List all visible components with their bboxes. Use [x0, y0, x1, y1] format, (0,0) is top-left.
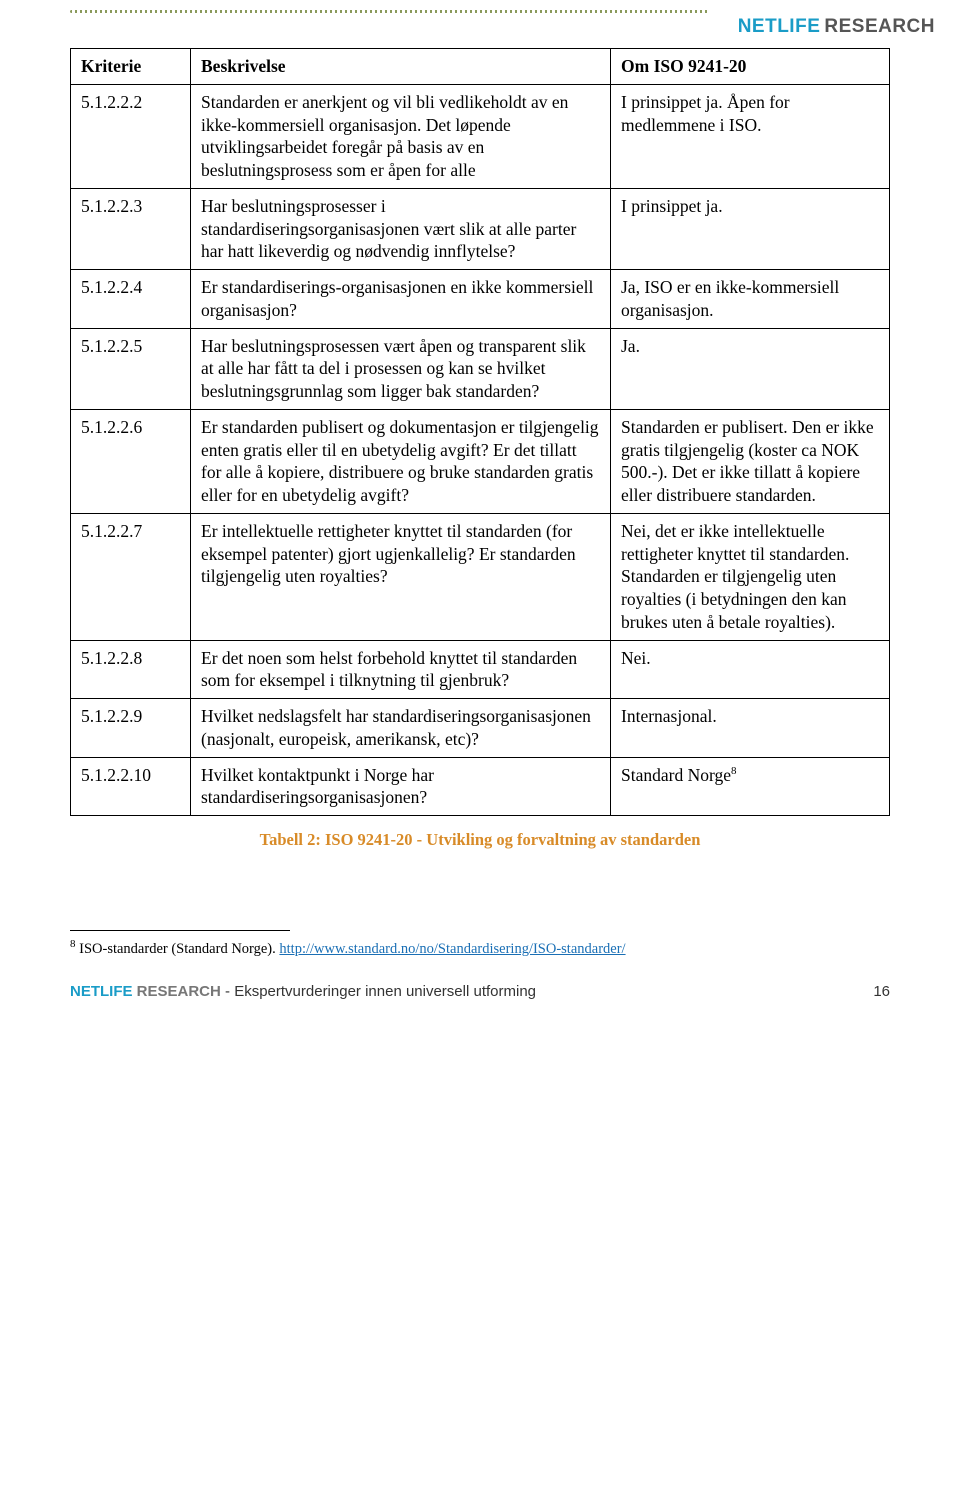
table-row: 5.1.2.2.4Er standardiserings-organisasjo… — [71, 270, 890, 329]
table-row: 5.1.2.2.7Er intellektuelle rettigheter k… — [71, 513, 890, 640]
footnote-text: ISO-standarder (Standard Norge). — [76, 941, 280, 957]
logo: NETLIFERESEARCH — [738, 16, 935, 38]
cell-kriterie: 5.1.2.2.3 — [71, 188, 191, 269]
table-header-row: Kriterie Beskrivelse Om ISO 9241-20 — [71, 49, 890, 85]
cell-kriterie: 5.1.2.2.10 — [71, 757, 191, 816]
decorative-top-border — [70, 10, 710, 13]
cell-om-iso: I prinsippet ja. Åpen for medlemmene i I… — [611, 84, 890, 188]
cell-om-iso: Ja, ISO er en ikke-kommersiell organisas… — [611, 270, 890, 329]
cell-beskrivelse: Hvilket kontaktpunkt i Norge har standar… — [191, 757, 611, 816]
col-header-om-iso: Om ISO 9241-20 — [611, 49, 890, 85]
cell-om-iso: Standard Norge8 — [611, 757, 890, 816]
cell-beskrivelse: Er det noen som helst forbehold knyttet … — [191, 640, 611, 699]
logo-net: NET — [738, 16, 778, 37]
cell-beskrivelse: Er standardiserings-organisasjonen en ik… — [191, 270, 611, 329]
cell-beskrivelse: Har beslutningsprosesser i standardiseri… — [191, 188, 611, 269]
cell-beskrivelse: Hvilket nedslagsfelt har standardisering… — [191, 699, 611, 758]
table-row: 5.1.2.2.5Har beslutningsprosessen vært å… — [71, 328, 890, 409]
col-header-beskrivelse: Beskrivelse — [191, 49, 611, 85]
table-row: 5.1.2.2.6Er standarden publisert og doku… — [71, 409, 890, 513]
footer-brand-life: LIFE — [100, 983, 133, 1000]
cell-beskrivelse: Har beslutningsprosessen vært åpen og tr… — [191, 328, 611, 409]
table-row: 5.1.2.2.3Har beslutningsprosesser i stan… — [71, 188, 890, 269]
table-row: 5.1.2.2.10Hvilket kontaktpunkt i Norge h… — [71, 757, 890, 816]
cell-kriterie: 5.1.2.2.8 — [71, 640, 191, 699]
cell-kriterie: 5.1.2.2.9 — [71, 699, 191, 758]
footer-brand-research: RESEARCH — [133, 983, 221, 1000]
criteria-table: Kriterie Beskrivelse Om ISO 9241-20 5.1.… — [70, 48, 890, 816]
cell-kriterie: 5.1.2.2.5 — [71, 328, 191, 409]
table-row: 5.1.2.2.8Er det noen som helst forbehold… — [71, 640, 890, 699]
footnote-separator — [70, 930, 290, 931]
cell-om-iso: Nei, det er ikke intellektuelle rettighe… — [611, 513, 890, 640]
table-row: 5.1.2.2.9Hvilket nedslagsfelt har standa… — [71, 699, 890, 758]
cell-beskrivelse: Standarden er anerkjent og vil bli vedli… — [191, 84, 611, 188]
logo-life: LIFE — [777, 16, 820, 37]
table-caption: Tabell 2: ISO 9241-20 - Utvikling og for… — [70, 830, 890, 850]
cell-om-iso: I prinsippet ja. — [611, 188, 890, 269]
page-footer: NETLIFE RESEARCH - Ekspertvurderinger in… — [70, 983, 890, 1000]
cell-om-iso: Internasjonal. — [611, 699, 890, 758]
footnote: 8 ISO-standarder (Standard Norge). http:… — [70, 937, 890, 959]
page-number: 16 — [873, 983, 890, 1000]
cell-beskrivelse: Er standarden publisert og dokumentasjon… — [191, 409, 611, 513]
col-header-kriterie: Kriterie — [71, 49, 191, 85]
footer-subtitle: - Ekspertvurderinger innen universell ut… — [221, 983, 536, 1000]
table-row: 5.1.2.2.2Standarden er anerkjent og vil … — [71, 84, 890, 188]
cell-om-iso: Standarden er publisert. Den er ikke gra… — [611, 409, 890, 513]
cell-kriterie: 5.1.2.2.4 — [71, 270, 191, 329]
cell-kriterie: 5.1.2.2.7 — [71, 513, 191, 640]
cell-om-iso: Ja. — [611, 328, 890, 409]
cell-kriterie: 5.1.2.2.2 — [71, 84, 191, 188]
footer-brand-net: NET — [70, 983, 100, 1000]
footnote-link[interactable]: http://www.standard.no/no/Standardiserin… — [279, 941, 625, 957]
cell-beskrivelse: Er intellektuelle rettigheter knyttet ti… — [191, 513, 611, 640]
cell-om-iso: Nei. — [611, 640, 890, 699]
cell-kriterie: 5.1.2.2.6 — [71, 409, 191, 513]
logo-research: RESEARCH — [824, 16, 935, 37]
